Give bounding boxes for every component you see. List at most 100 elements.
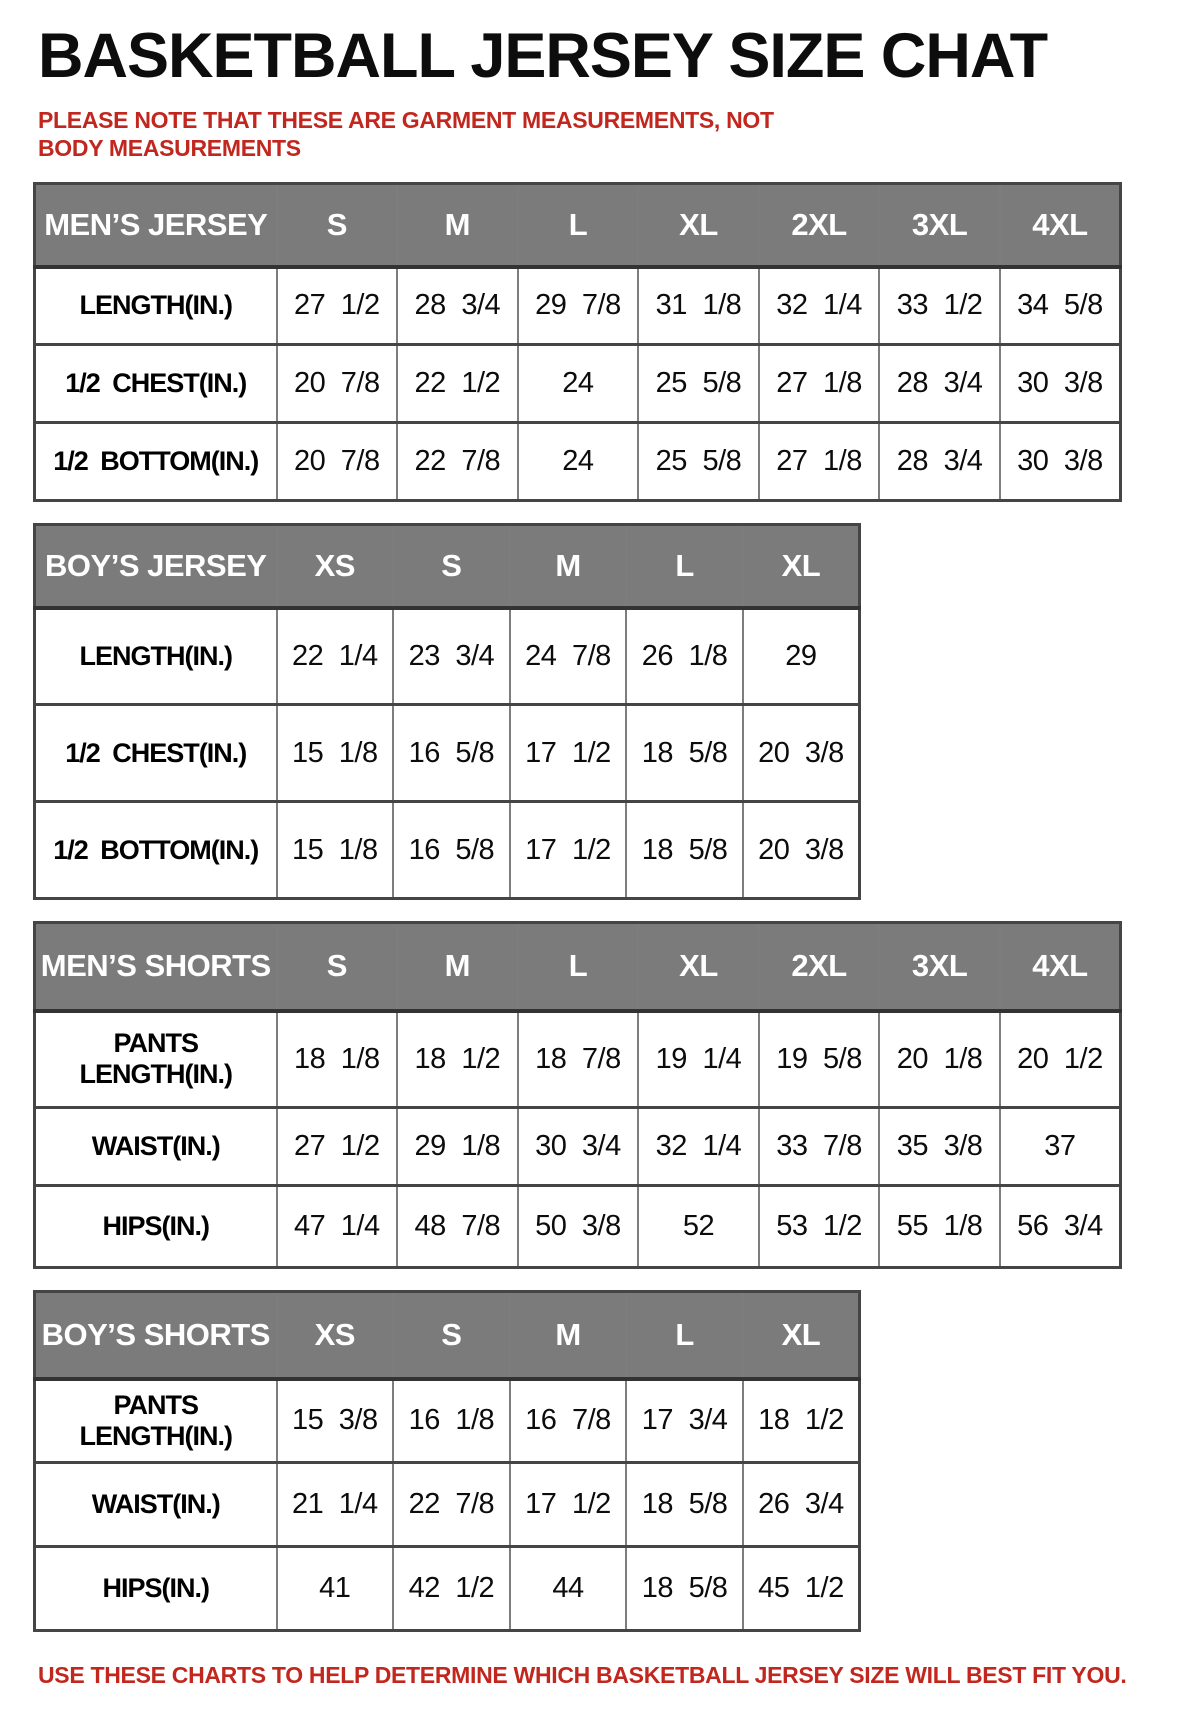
size-value-cell: 44 [508, 1545, 628, 1633]
mens-shorts-table: MEN’S SHORTS S M L XL 2XL 3XL 4XL PANTS LENGTH(I… [33, 921, 1122, 1270]
size-value-cell: 47 1/4 [275, 1184, 399, 1270]
size-column-header: 3XL [878, 921, 1001, 1013]
row-label: LENGTH(IN.) [33, 265, 278, 347]
table-title-cell: MEN’S JERSEY [33, 182, 278, 269]
size-value-cell: 22 7/8 [396, 421, 519, 503]
row-label: WAIST(IN.) [33, 1461, 278, 1549]
boys-shorts-table: BOY’S SHORTS XS S M L XL PANTS LENGTH(IN.) 15 3… [33, 1290, 861, 1633]
size-column-header: M [396, 921, 519, 1013]
size-value-cell: 20 3/8 [741, 800, 861, 901]
size-value-cell: 19 1/4 [637, 1009, 760, 1110]
size-value-cell: 32 1/4 [637, 1106, 760, 1188]
size-value-cell: 32 1/4 [757, 265, 881, 347]
size-value-cell: 27 1/2 [275, 265, 399, 347]
size-column-header: M [508, 523, 628, 610]
size-column-header: S [392, 523, 511, 610]
size-value-cell: 16 5/8 [392, 800, 511, 901]
size-value-cell: 20 7/8 [275, 421, 399, 503]
size-value-cell: 18 5/8 [625, 1461, 744, 1549]
fit-guidance-note: USE THESE CHARTS TO HELP DETERMINE WHICH… [38, 1662, 1127, 1689]
size-column-header: XL [741, 1290, 861, 1381]
size-value-cell: 20 7/8 [275, 343, 399, 425]
size-column-header: L [516, 182, 640, 269]
size-value-cell: 23 3/4 [392, 606, 511, 707]
size-value-cell: 27 1/8 [757, 343, 881, 425]
size-value-cell: 16 5/8 [392, 703, 511, 804]
mens-jersey-table: MEN’S JERSEY S M L XL 2XL 3XL 4XL LENGTH(IN.) 27 … [33, 182, 1122, 503]
boys-jersey-table: BOY’S JERSEY XS S M L XL LENGTH(IN.) 22 1/4 23 3… [33, 523, 861, 901]
size-value-cell: 27 1/8 [757, 421, 881, 503]
size-value-cell: 37 [998, 1106, 1122, 1188]
size-column-header: 4XL [998, 182, 1122, 269]
size-value-cell: 41 [275, 1545, 395, 1633]
table-title-cell: MEN’S SHORTS [33, 921, 278, 1013]
row-label: PANTS LENGTH(IN.) [33, 1377, 278, 1465]
size-value-cell: 25 5/8 [637, 421, 760, 503]
size-value-cell: 29 7/8 [516, 265, 640, 347]
size-value-cell: 18 7/8 [516, 1009, 640, 1110]
header-row: BOY’S JERSEY XS S M L XL [33, 523, 861, 610]
size-value-cell: 56 3/4 [998, 1184, 1122, 1270]
size-value-cell: 29 1/8 [396, 1106, 519, 1188]
measurement-row: HIPS(IN.) 41 42 1/2 44 18 5/8 45 1/2 [33, 1545, 861, 1633]
size-value-cell: 29 [741, 606, 861, 707]
size-value-cell: 24 [516, 421, 640, 503]
header-row: MEN’S SHORTS S M L XL 2XL 3XL 4XL [33, 921, 1122, 1013]
size-value-cell: 18 1/8 [275, 1009, 399, 1110]
size-value-cell: 18 1/2 [396, 1009, 519, 1110]
measurement-row: WAIST(IN.) 27 1/2 29 1/8 30 3/4 32 1/4 33 7/8… [33, 1106, 1122, 1188]
size-value-cell: 16 1/8 [392, 1377, 511, 1465]
size-tables: MEN’S JERSEY S M L XL 2XL 3XL 4XL LENGTH(IN.) 27 … [33, 182, 1170, 1633]
size-value-cell: 24 7/8 [508, 606, 628, 707]
size-value-cell: 18 5/8 [625, 800, 744, 901]
size-value-cell: 27 1/2 [275, 1106, 399, 1188]
size-value-cell: 16 7/8 [508, 1377, 628, 1465]
row-label: 1/2 CHEST(IN.) [33, 343, 278, 425]
size-value-cell: 18 1/2 [741, 1377, 861, 1465]
size-value-cell: 22 1/4 [275, 606, 395, 707]
size-column-header: S [275, 182, 399, 269]
size-value-cell: 48 7/8 [396, 1184, 519, 1270]
size-value-cell: 30 3/8 [998, 343, 1122, 425]
size-value-cell: 33 7/8 [757, 1106, 881, 1188]
size-value-cell: 20 1/2 [998, 1009, 1122, 1110]
measurement-row: 1/2 BOTTOM(IN.) 20 7/8 22 7/8 24 25 5/8 27 1/… [33, 421, 1122, 503]
size-column-header: 3XL [878, 182, 1001, 269]
size-column-header: M [396, 182, 519, 269]
size-value-cell: 50 3/8 [516, 1184, 640, 1270]
size-value-cell: 25 5/8 [637, 343, 760, 425]
size-value-cell: 20 3/8 [741, 703, 861, 804]
size-value-cell: 15 1/8 [275, 703, 395, 804]
table-title-cell: BOY’S JERSEY [33, 523, 278, 610]
row-label: PANTS LENGTH(IN.) [33, 1009, 278, 1110]
size-value-cell: 28 3/4 [878, 421, 1001, 503]
size-column-header: L [516, 921, 640, 1013]
size-value-cell: 52 [637, 1184, 760, 1270]
size-value-cell: 15 1/8 [275, 800, 395, 901]
size-value-cell: 17 1/2 [508, 1461, 628, 1549]
measurement-row: WAIST(IN.) 21 1/4 22 7/8 17 1/2 18 5/8 26 3/4 [33, 1461, 861, 1549]
measurement-row: 1/2 BOTTOM(IN.) 15 1/8 16 5/8 17 1/2 18 5/8 2… [33, 800, 861, 901]
size-value-cell: 15 3/8 [275, 1377, 395, 1465]
measurement-row: 1/2 CHEST(IN.) 15 1/8 16 5/8 17 1/2 18 5/8 20… [33, 703, 861, 804]
size-column-header: XL [637, 921, 760, 1013]
size-value-cell: 19 5/8 [757, 1009, 881, 1110]
measurement-row: HIPS(IN.) 47 1/4 48 7/8 50 3/8 52 53 1/2 55 1/… [33, 1184, 1122, 1270]
size-value-cell: 33 1/2 [878, 265, 1001, 347]
row-label: WAIST(IN.) [33, 1106, 278, 1188]
size-value-cell: 34 5/8 [998, 265, 1122, 347]
size-value-cell: 26 3/4 [741, 1461, 861, 1549]
size-value-cell: 42 1/2 [392, 1545, 511, 1633]
size-column-header: XL [741, 523, 861, 610]
size-value-cell: 20 1/8 [878, 1009, 1001, 1110]
garment-measurements-note: PLEASE NOTE THAT THESE ARE GARMENT MEASU… [38, 107, 774, 162]
header-row: BOY’S SHORTS XS S M L XL [33, 1290, 861, 1381]
size-column-header: XL [637, 182, 760, 269]
row-label: HIPS(IN.) [33, 1545, 278, 1633]
size-value-cell: 45 1/2 [741, 1545, 861, 1633]
measurement-row: PANTS LENGTH(IN.) 15 3/8 16 1/8 16 7/8 17 3/… [33, 1377, 861, 1465]
size-column-header: XS [275, 523, 395, 610]
size-column-header: S [275, 921, 399, 1013]
size-column-header: 2XL [757, 182, 881, 269]
